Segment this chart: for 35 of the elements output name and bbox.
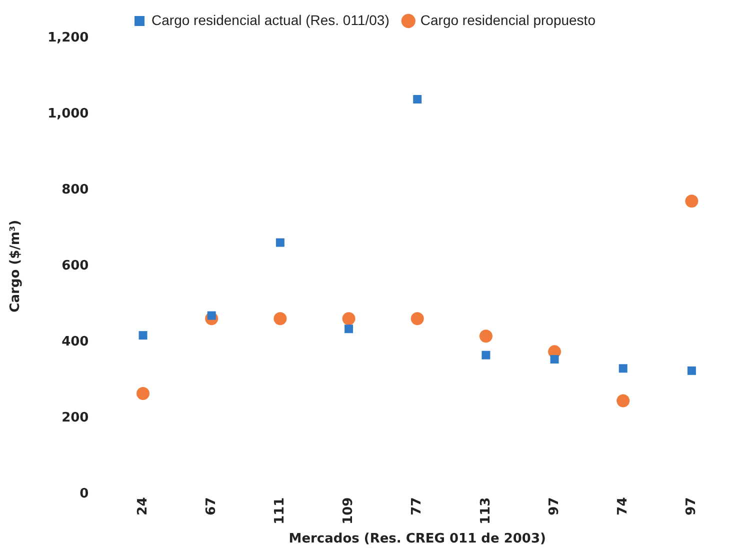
point (482, 350, 490, 360)
point (342, 312, 356, 326)
x-tick-label: 111 (272, 497, 288, 524)
point (413, 94, 422, 104)
y-tick-label: 0 (80, 486, 89, 502)
point (687, 366, 696, 375)
y-tick-label: 800 (62, 182, 89, 198)
x-tick-label: 97 (546, 497, 562, 516)
point (276, 238, 284, 247)
x-tick-label: 97 (684, 497, 700, 516)
x-tick-label: 24 (135, 497, 150, 516)
x-tick-label: 109 (341, 497, 356, 524)
y-tick-label: 400 (62, 334, 89, 350)
y-tick-label: 200 (62, 410, 89, 426)
x-axis-title: Mercados (Res. CREG 011 de 2003) (288, 532, 546, 547)
point (479, 330, 492, 343)
point (136, 387, 150, 400)
x-tick-label: 77 (410, 497, 425, 516)
legend-label: Cargo residencial propuesto (420, 12, 596, 28)
y-axis-title: Cargo ($/m³) (8, 220, 24, 312)
point (410, 312, 424, 326)
point (616, 394, 630, 408)
y-tick-label: 1,200 (48, 30, 89, 46)
y-tick-label: 1,000 (48, 106, 89, 122)
point (685, 194, 698, 208)
x-tick-label: 67 (204, 497, 219, 516)
point (618, 364, 628, 373)
point (550, 355, 559, 364)
x-tick-label: 74 (615, 497, 630, 516)
legend-label: Cargo residencial actual (Res. 011/03) (152, 12, 390, 28)
point (274, 312, 287, 326)
point (344, 324, 354, 334)
x-tick-label: 113 (478, 497, 494, 524)
y-tick-label: 600 (62, 258, 89, 274)
point (138, 331, 148, 340)
